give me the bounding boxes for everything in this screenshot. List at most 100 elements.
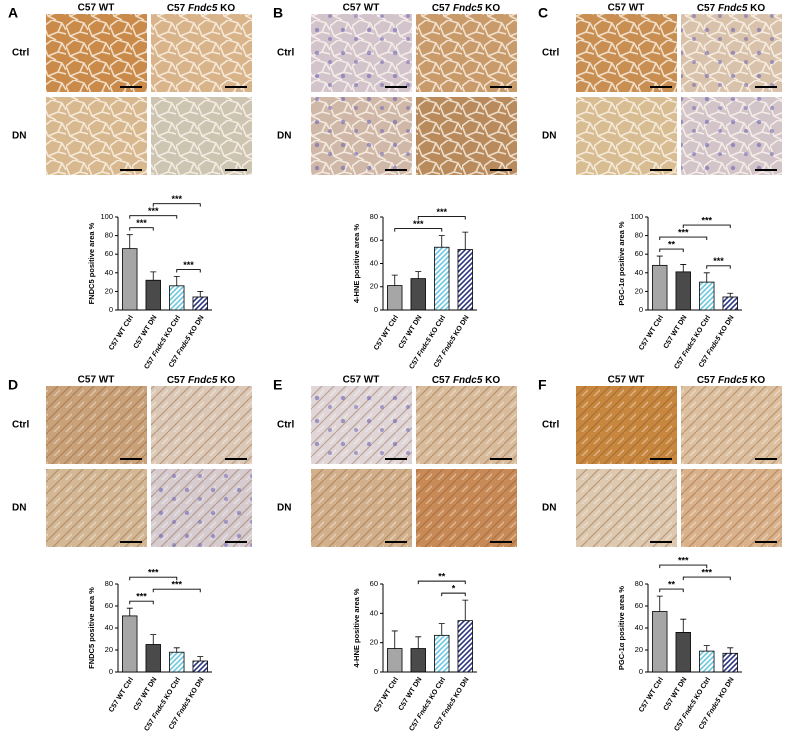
y-tick-label: 60 bbox=[635, 249, 643, 258]
micrograph-texture bbox=[151, 97, 252, 175]
micrograph-nuclei bbox=[681, 14, 782, 92]
panel-letter: A bbox=[8, 5, 18, 21]
significance-label: ** bbox=[668, 579, 676, 589]
x-tick-label: C57 WT Ctrl bbox=[638, 676, 665, 713]
micrograph bbox=[46, 14, 147, 92]
panel-letter: B bbox=[273, 5, 283, 21]
micrograph-texture bbox=[311, 469, 412, 547]
error-bar bbox=[197, 656, 204, 661]
y-tick-label: 40 bbox=[370, 608, 378, 617]
error-bar bbox=[150, 271, 157, 281]
column-header: C57 Fndc5 KO bbox=[697, 3, 766, 14]
significance-label: ** bbox=[438, 572, 446, 582]
error-bar bbox=[656, 595, 663, 612]
column-header: C57 Fndc5 KO bbox=[697, 375, 766, 386]
y-tick-label: 40 bbox=[635, 268, 643, 277]
x-tick-label: C57 WT DN bbox=[133, 314, 159, 350]
micrograph bbox=[416, 386, 517, 464]
micrograph-nuclei bbox=[311, 386, 412, 464]
y-tick-label: 20 bbox=[105, 286, 113, 295]
x-tick-label: C57 WT DN bbox=[663, 314, 689, 350]
column-header: C57 WT bbox=[608, 3, 645, 14]
column-header: C57 Fndc5 KO bbox=[432, 3, 501, 14]
bar bbox=[169, 285, 185, 311]
bar bbox=[675, 632, 691, 673]
error-bar bbox=[173, 647, 180, 653]
y-tick-label: 80 bbox=[635, 579, 643, 588]
significance-label: *** bbox=[436, 207, 447, 217]
bar bbox=[387, 648, 403, 673]
micrograph-texture bbox=[576, 97, 677, 175]
bar bbox=[722, 296, 738, 311]
micrograph-nuclei bbox=[681, 97, 782, 175]
error-bar bbox=[727, 292, 734, 297]
row-label: DN bbox=[277, 503, 291, 514]
x-tick-label: C57 WT Ctrl bbox=[373, 314, 400, 351]
micrograph-nuclei bbox=[311, 97, 412, 175]
bar bbox=[145, 644, 161, 673]
column-header: C57 Fndc5 KO bbox=[432, 375, 501, 386]
column-header: C57 WT bbox=[608, 375, 645, 386]
bar bbox=[434, 246, 450, 311]
bar bbox=[145, 279, 161, 311]
micrograph bbox=[681, 97, 782, 175]
error-bar bbox=[703, 272, 710, 283]
error-bar bbox=[173, 276, 180, 286]
micrograph-texture bbox=[151, 14, 252, 92]
x-tick-label: C57 WT Ctrl bbox=[638, 314, 665, 351]
significance-bracket bbox=[129, 227, 154, 231]
micrograph-texture bbox=[416, 14, 517, 92]
y-tick-label: 0 bbox=[374, 667, 378, 676]
significance-bracket bbox=[441, 592, 466, 597]
micrograph-nuclei bbox=[311, 14, 412, 92]
micrograph bbox=[311, 97, 412, 175]
y-tick-label: 60 bbox=[105, 249, 113, 258]
micrograph bbox=[576, 469, 677, 547]
significance-label: ** bbox=[668, 239, 676, 249]
error-bar bbox=[680, 618, 687, 633]
error-bar bbox=[656, 255, 663, 266]
x-tick-label: C57 WT Ctrl bbox=[108, 676, 135, 713]
micrograph-texture bbox=[576, 469, 677, 547]
significance-label: *** bbox=[136, 218, 147, 228]
y-tick-label: 0 bbox=[109, 667, 113, 676]
y-tick-label: 60 bbox=[370, 235, 378, 244]
row-label: Ctrl bbox=[542, 48, 559, 59]
significance-label: *** bbox=[678, 555, 689, 565]
micrograph bbox=[151, 14, 252, 92]
y-tick-label: 80 bbox=[105, 579, 113, 588]
y-axis-label: 4-HNE positive area % bbox=[352, 588, 361, 668]
bar bbox=[675, 271, 691, 311]
micrograph-texture bbox=[416, 97, 517, 175]
y-axis-label: 4-HNE positive area % bbox=[352, 224, 361, 304]
y-tick-label: 0 bbox=[374, 305, 378, 314]
bar bbox=[652, 264, 668, 311]
y-tick-label: 60 bbox=[370, 579, 378, 588]
significance-bracket bbox=[152, 588, 201, 593]
micrograph bbox=[416, 97, 517, 175]
micrograph-texture bbox=[46, 97, 147, 175]
bar bbox=[699, 281, 715, 311]
error-bar bbox=[727, 647, 734, 654]
micrograph-texture bbox=[151, 386, 252, 464]
y-axis-label: FNDC5 positive area % bbox=[87, 587, 96, 669]
bar bbox=[722, 652, 738, 673]
significance-bracket bbox=[176, 269, 201, 273]
y-tick-label: 100 bbox=[100, 212, 113, 221]
significance-bracket bbox=[659, 248, 684, 253]
significance-bracket bbox=[706, 265, 731, 269]
y-axis-label: FNDC5 positive area % bbox=[87, 222, 96, 304]
micrograph-texture bbox=[416, 386, 517, 464]
y-axis-label: PGC-1α positive area % bbox=[617, 586, 626, 671]
y-tick-label: 40 bbox=[370, 258, 378, 267]
micrograph-texture bbox=[46, 469, 147, 547]
bar bbox=[699, 650, 715, 673]
error-bar bbox=[391, 630, 398, 649]
panel-letter: D bbox=[8, 377, 18, 393]
column-header: C57 WT bbox=[343, 375, 380, 386]
micrograph-texture bbox=[46, 386, 147, 464]
y-tick-label: 0 bbox=[639, 667, 643, 676]
bar bbox=[192, 296, 208, 311]
error-bar bbox=[438, 623, 445, 636]
error-bar bbox=[197, 291, 204, 297]
